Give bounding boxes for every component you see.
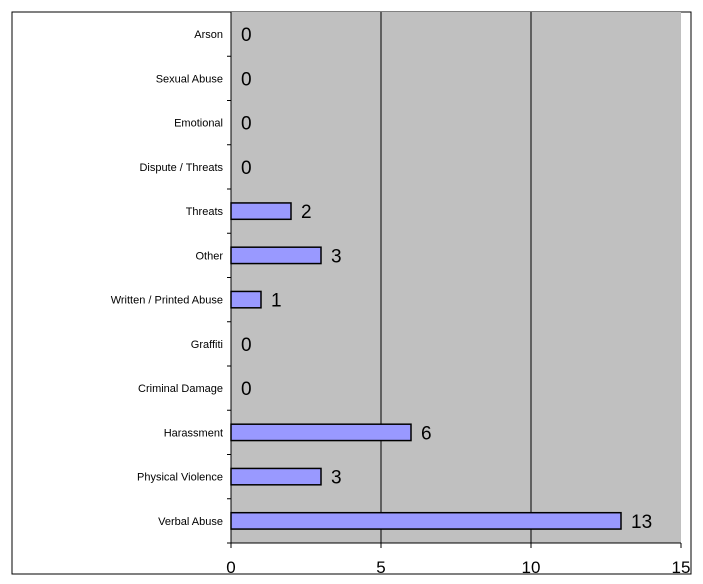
- bar: [230, 511, 622, 530]
- category-labels: Arson Sexual Abuse Emotional Dispute / Thre…: [111, 29, 224, 528]
- x-tick-label: 0: [226, 558, 235, 577]
- x-tick-labels: 0 5 10 15: [226, 558, 690, 577]
- x-axis-ticks: [230, 543, 682, 548]
- category-label: Harassment: [164, 427, 223, 439]
- data-label: 3: [331, 468, 342, 489]
- data-label: 13: [631, 512, 652, 533]
- gridlines: [380, 12, 532, 543]
- data-labels: 0 0 0 0 2 3 1 0 0 6 3 13: [241, 25, 652, 533]
- y-axis-ticks: [227, 11, 231, 544]
- category-label: Other: [195, 250, 223, 262]
- category-label: Verbal Abuse: [158, 516, 223, 528]
- data-label: 0: [241, 379, 252, 400]
- data-label: 1: [271, 291, 282, 312]
- category-label: Sexual Abuse: [156, 73, 223, 85]
- bar: [230, 290, 262, 309]
- x-tick-label: 15: [672, 558, 691, 577]
- bar: [230, 202, 292, 221]
- data-label: 6: [421, 423, 432, 444]
- category-label: Graffiti: [191, 339, 223, 351]
- category-label: Emotional: [174, 118, 223, 130]
- data-label: 2: [301, 202, 312, 223]
- plot-area: [231, 12, 681, 543]
- category-label: Dispute / Threats: [139, 162, 223, 174]
- category-label: Written / Printed Abuse: [111, 295, 223, 307]
- bar: [230, 246, 322, 265]
- data-label: 0: [241, 69, 252, 90]
- bar: [230, 467, 322, 486]
- x-tick-label: 5: [376, 558, 385, 577]
- category-label: Physical Violence: [137, 472, 223, 484]
- category-label: Criminal Damage: [138, 383, 223, 395]
- data-label: 3: [331, 246, 342, 267]
- category-label: Arson: [194, 29, 223, 41]
- data-label: 0: [241, 114, 252, 135]
- bar: [230, 423, 412, 442]
- data-label: 0: [241, 335, 252, 356]
- x-tick-label: 10: [522, 558, 541, 577]
- data-label: 0: [241, 25, 252, 46]
- data-label: 0: [241, 158, 252, 179]
- category-label: Threats: [186, 206, 224, 218]
